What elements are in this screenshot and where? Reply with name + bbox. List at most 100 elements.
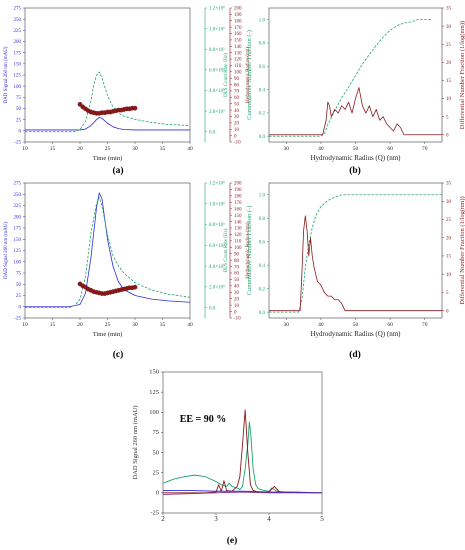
y-axis-label: Hydrodynamic Radius (nm) (246, 47, 251, 103)
y-tick-label: 170 (234, 201, 242, 206)
series-line (163, 489, 323, 494)
y-tick-label: 125 (149, 389, 159, 396)
y-tick-label: 120 (234, 58, 242, 63)
y-tick-label: 170 (234, 26, 242, 31)
plot-frame (24, 7, 191, 143)
y-tick-label: 40 (234, 109, 240, 114)
y-tick-label: 110 (234, 64, 242, 69)
series-line (269, 19, 432, 137)
x-tick-label: 4 (267, 515, 271, 523)
y-tick-label: 90 (234, 77, 240, 82)
y-tick-label: 0.6 (259, 240, 266, 245)
y-tick-label: 60 (234, 96, 240, 101)
y-axis-label: Differential Number Fraction (1/log(nm)) (459, 196, 465, 304)
x-tick-label: 40 (318, 146, 324, 152)
y-tick-label: -25 (14, 141, 21, 146)
y-tick-label: 160 (234, 32, 242, 37)
y-tick-label: 1.0 (259, 193, 266, 198)
y-tick-label: 60 (234, 272, 240, 277)
y-tick-label: 0 (234, 134, 237, 139)
y-tick-label: 30 (234, 115, 240, 120)
panel-e: 2 3 4 5 -25 0 25 50 75 100 125 150 DAD Signal 260 nm… (132, 369, 324, 546)
y-tick-label: 250 (14, 18, 22, 23)
x-tick-label: 50 (353, 322, 359, 328)
y-tick-label: 70 (234, 90, 240, 95)
y-tick-label: 0.8 (259, 42, 266, 47)
data-point (132, 284, 138, 290)
y-tick-label: 10 (446, 97, 452, 102)
x-tick-label: 35 (160, 322, 166, 328)
panel-caption: (b) (349, 165, 361, 176)
x-axis-label: Hydrodynamic Radius (Q) (nm) (310, 330, 401, 338)
x-tick-label: 30 (284, 146, 290, 152)
y-tick-label: 1.0 (259, 18, 266, 23)
x-tick-label: 10 (22, 146, 28, 152)
y-tick-label: 200 (14, 40, 22, 45)
y-tick-label: 200 (234, 182, 242, 187)
x-tick-label: 60 (387, 146, 393, 152)
y-tick-label: 30 (234, 291, 240, 296)
y-tick-label: 200 (234, 7, 242, 12)
y-tick-label: 200 (14, 215, 22, 220)
y-tick-label: 1.0×10⁶ (209, 26, 225, 32)
y-tick-label: 1.2×10⁶ (209, 6, 225, 12)
y-tick-label: 0 (156, 490, 159, 497)
y-tick-label: 0 (446, 309, 449, 314)
y-tick-label: 125 (14, 249, 22, 254)
y-tick-label: 0.6 (259, 65, 266, 70)
y-tick-label: 180 (234, 19, 242, 24)
x-tick-label: 5 (320, 515, 324, 523)
y-axis-label: DAD Signal 260 nm (mAU) (132, 405, 139, 479)
x-tick-label: 15 (50, 322, 56, 328)
x-tick-label: 70 (422, 146, 428, 152)
y-tick-label: 6.0×10⁵ (209, 68, 225, 74)
series-line (269, 87, 442, 136)
panel-caption: (e) (227, 535, 238, 546)
y-tick-label: 75 (16, 96, 22, 101)
y-tick-label: 0 (446, 133, 449, 138)
y-tick-label: 25 (446, 43, 452, 48)
y-tick-label: 125 (14, 74, 22, 79)
y-tick-label: 20 (446, 236, 452, 241)
x-tick-label: 30 (284, 322, 290, 328)
x-tick-label: 40 (318, 322, 324, 328)
y-tick-label: 50 (16, 107, 22, 112)
y-tick-label: 0.8 (259, 217, 266, 222)
y-tick-label: 80 (234, 259, 240, 264)
y-tick-label: 0.0 (209, 306, 216, 311)
y-tick-label: -10 (234, 141, 241, 146)
y-tick-label: 175 (14, 51, 22, 56)
y-tick-label: 150 (234, 39, 242, 44)
x-tick-label: 10 (22, 322, 28, 328)
y-tick-label: 25 (16, 294, 22, 299)
x-tick-label: 40 (187, 146, 193, 152)
y-tick-label: 0.4 (259, 264, 266, 269)
plot-frame (162, 371, 323, 514)
x-tick-label: 25 (105, 322, 111, 328)
x-axis-label: Time (min) (93, 155, 123, 162)
y-tick-label: 175 (14, 227, 22, 232)
y-tick-label: 10 (234, 128, 240, 133)
y-tick-label: 90 (234, 252, 240, 257)
y-tick-label: 4.0×10⁵ (209, 88, 225, 94)
x-axis-label: Hydrodynamic Radius (Q) (nm) (310, 154, 401, 162)
y-tick-label: 100 (14, 260, 22, 265)
y-tick-label: 150 (149, 369, 159, 376)
y-tick-label: 150 (14, 63, 22, 68)
data-point (132, 105, 138, 111)
y-tick-label: 35 (446, 182, 452, 187)
y-tick-label: 1.2×10⁶ (209, 181, 225, 187)
y-tick-label: 6.0×10⁵ (209, 243, 225, 249)
series-line (25, 71, 191, 133)
y-tick-label: 10 (446, 273, 452, 278)
y-tick-label: 50 (234, 278, 240, 283)
y-tick-label: 2.0×10⁵ (209, 109, 225, 115)
y-axis-label: DLS Count Rate (Hz) (224, 53, 229, 97)
y-tick-label: 70 (234, 265, 240, 270)
y-tick-label: 0.4 (259, 88, 266, 93)
y-axis-label: Cummulative Number Fraction (-) (246, 206, 253, 296)
y-tick-label: 150 (234, 214, 242, 219)
y-tick-label: 15 (446, 79, 452, 84)
